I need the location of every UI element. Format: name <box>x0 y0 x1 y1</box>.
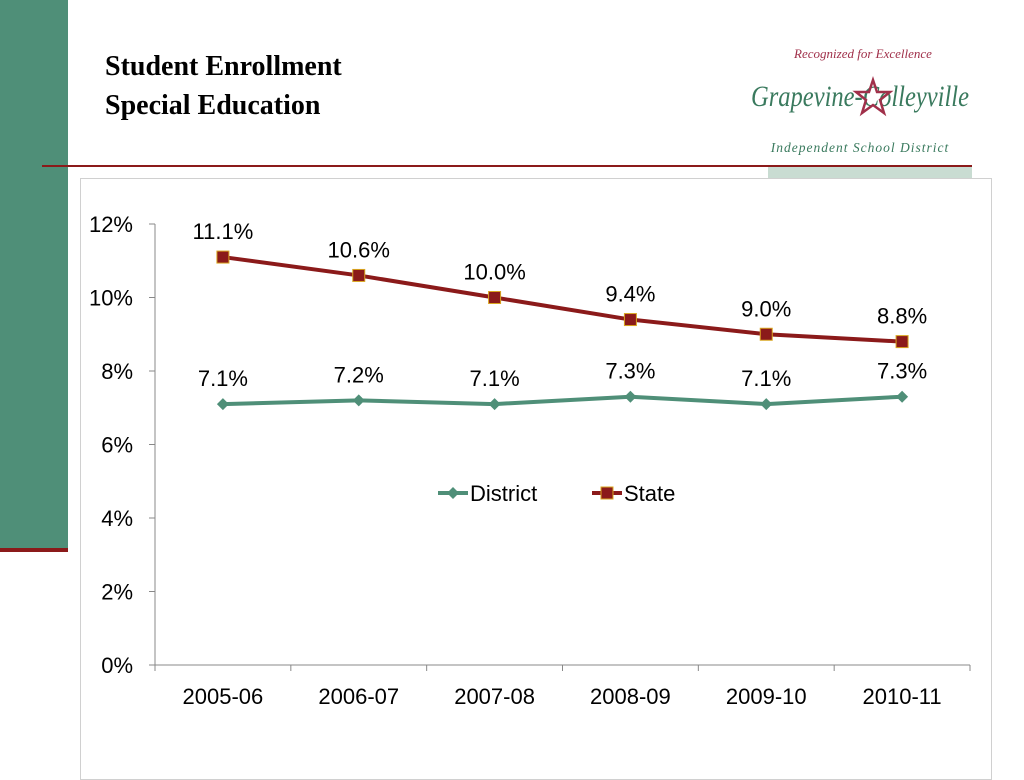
state-data-label: 11.1% <box>193 219 254 244</box>
district-point <box>760 398 773 411</box>
y-tick-label: 6% <box>101 433 133 458</box>
state-point <box>216 250 230 264</box>
state-point <box>488 291 502 304</box>
state-data-label: 8.8% <box>877 304 927 329</box>
state-point <box>623 313 637 327</box>
header-divider <box>42 165 972 167</box>
slide-title-line-1: Student Enrollment <box>105 51 342 82</box>
slide-title-line-2: Special Education <box>105 90 321 121</box>
y-tick-label: 12% <box>89 212 133 237</box>
district-series-line <box>222 394 903 407</box>
star-icon <box>852 76 894 117</box>
x-tick-label: 2005-06 <box>183 684 264 709</box>
district-logo: Recognized for Excellence Grapevine-Coll… <box>751 46 969 155</box>
logo-subtitle: Independent School District <box>770 140 950 155</box>
y-tick-label: 10% <box>89 286 133 311</box>
district-data-label: 7.1% <box>470 366 520 391</box>
district-point <box>352 394 365 407</box>
state-data-label: 10.0% <box>463 260 525 285</box>
state-data-label: 9.4% <box>605 282 655 307</box>
district-point <box>488 398 501 411</box>
side-accent-bar <box>0 0 68 552</box>
y-tick-label: 0% <box>101 653 133 678</box>
legend-state-marker <box>600 486 614 500</box>
district-data-label: 7.1% <box>741 366 791 391</box>
district-data-label: 7.2% <box>334 362 384 387</box>
chart-frame <box>80 178 992 780</box>
state-data-label: 10.6% <box>328 237 390 262</box>
y-tick-label: 8% <box>101 359 133 384</box>
y-tick-label: 4% <box>101 506 133 531</box>
district-data-label: 7.3% <box>877 359 927 384</box>
district-point <box>896 390 909 403</box>
y-tick-label: 2% <box>101 580 133 605</box>
state-point <box>352 268 366 282</box>
state-data-label: 9.0% <box>741 296 791 321</box>
state-point <box>895 335 909 349</box>
district-data-label: 7.3% <box>605 359 655 384</box>
x-tick-label: 2006-07 <box>318 684 399 709</box>
x-tick-label: 2008-09 <box>590 684 671 709</box>
district-data-label: 7.1% <box>198 366 248 391</box>
logo-tagline: Recognized for Excellence <box>793 46 932 61</box>
district-point <box>624 390 637 403</box>
logo-band <box>768 167 972 179</box>
x-tick-label: 2007-08 <box>454 684 535 709</box>
legend-district-marker <box>447 487 459 499</box>
x-tick-label: 2009-10 <box>726 684 807 709</box>
x-tick-label: 2010-11 <box>863 684 942 709</box>
district-point <box>216 398 229 411</box>
state-point <box>759 327 773 341</box>
state-series-line <box>222 255 903 344</box>
legend-district-label: District <box>470 481 537 506</box>
legend-state-label: State <box>624 481 675 506</box>
